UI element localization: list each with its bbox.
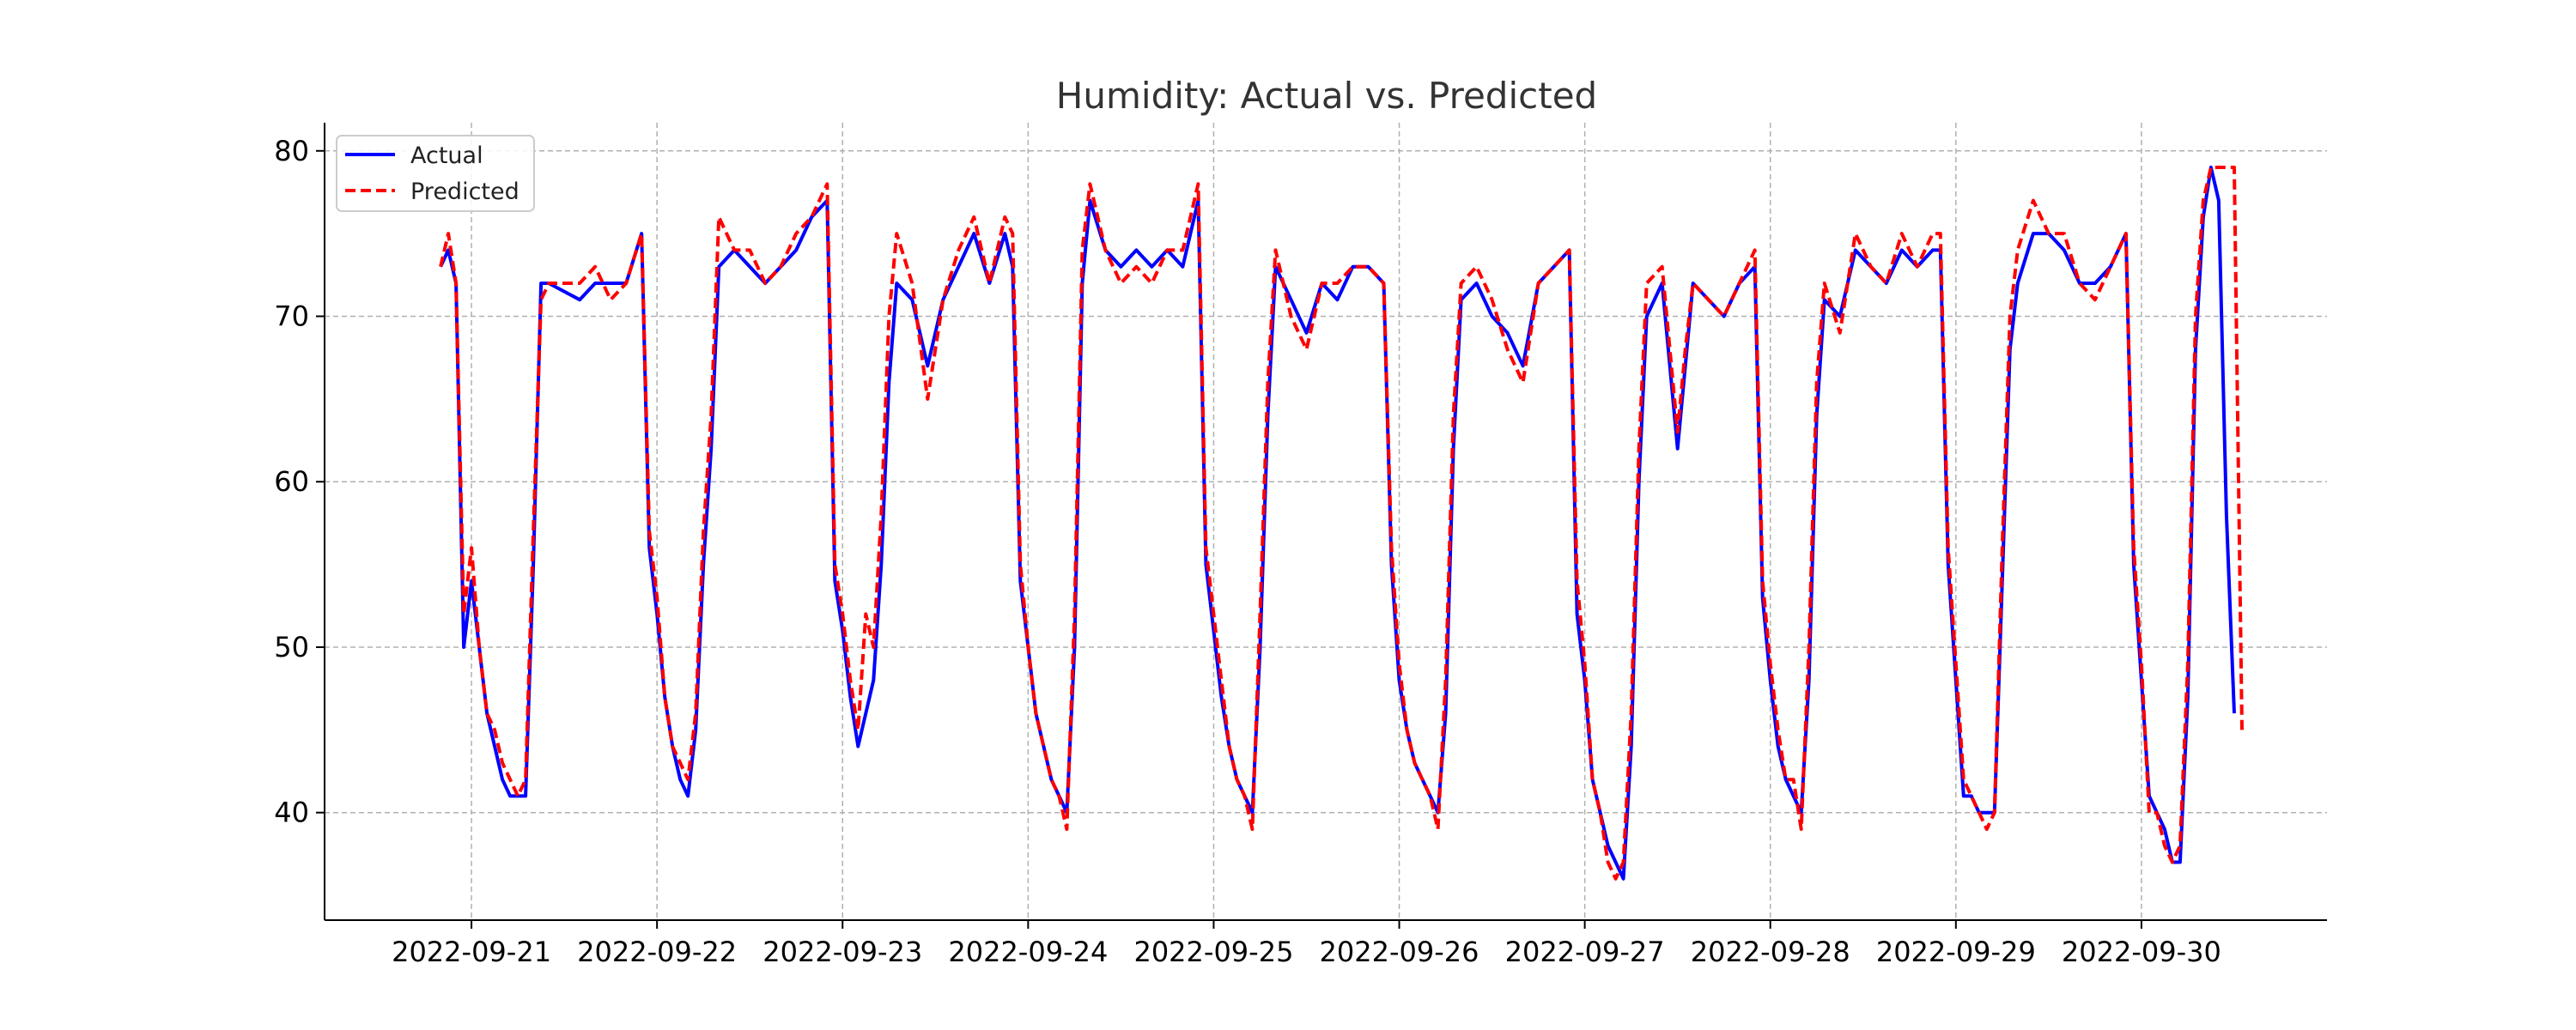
x-tick-label: 2022-09-25	[1133, 936, 1293, 968]
x-tick-label: 2022-09-28	[1691, 936, 1850, 968]
y-tick-label: 40	[274, 797, 309, 829]
axes: 40 50 60 70 80 2022-09-21 2022-09-22 2022-09-23…	[274, 123, 2327, 968]
legend-label-predicted: Predicted	[410, 179, 519, 205]
x-tick-label: 2022-09-22	[577, 936, 737, 968]
x-tick-label: 2022-09-27	[1505, 936, 1665, 968]
chart-title: Humidity: Actual vs. Predicted	[1056, 75, 1597, 117]
y-tick-label: 50	[274, 631, 309, 663]
x-tick-label: 2022-09-29	[1876, 936, 2036, 968]
legend: Actual Predicted	[336, 135, 535, 212]
x-tick-label: 2022-09-21	[392, 936, 551, 968]
series-line-predicted	[439, 166, 2244, 881]
series-layer	[439, 166, 2244, 881]
x-tick-label: 2022-09-26	[1320, 936, 1479, 968]
y-tick-label: 60	[274, 465, 309, 498]
y-tick-label: 80	[274, 135, 309, 167]
x-tick-label: 2022-09-30	[2062, 936, 2221, 968]
x-tick-label: 2022-09-24	[948, 936, 1108, 968]
y-tick-label: 70	[274, 300, 309, 333]
grid	[325, 123, 2327, 920]
legend-label-actual: Actual	[410, 142, 483, 169]
x-tick-label: 2022-09-23	[762, 936, 922, 968]
